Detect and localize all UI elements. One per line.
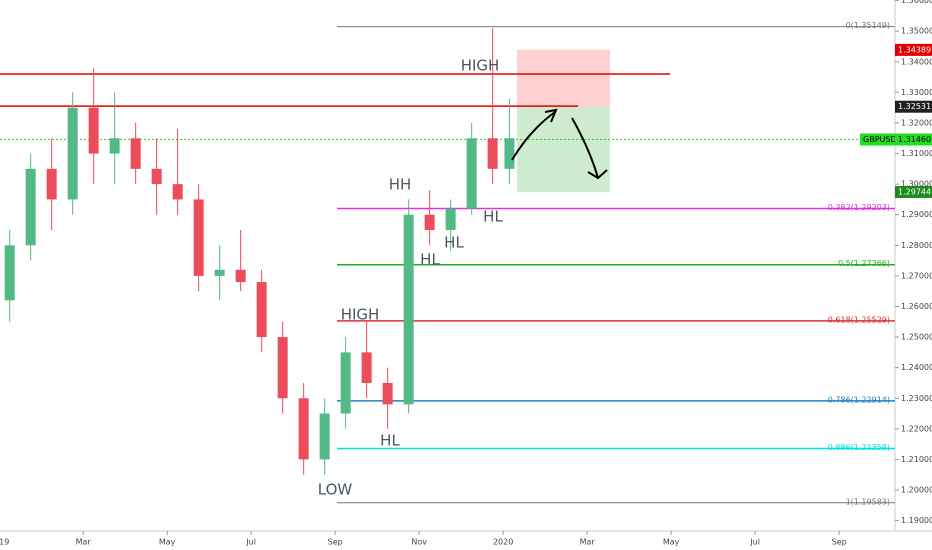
y-tick-label: 1.29000 [901,210,932,219]
x-tick-label: Mar [580,538,596,547]
candle-body [361,352,372,383]
candle-body [382,382,393,405]
x-tick-label: Jul [245,538,256,547]
annotation: LOW [318,481,353,499]
last-price-label: 1.31460 [898,135,931,144]
candle-body [151,168,162,185]
symbol-badge [860,133,895,146]
candle-body [466,138,477,209]
annotation: HIGH [461,57,500,75]
candle-body [340,352,351,414]
x-tick-label: 2020 [493,538,513,547]
candle-body [130,138,141,169]
candle-body [403,214,414,405]
y-tick-label: 1.26000 [901,302,932,311]
fib-label: 1(1.19583) [846,497,890,506]
y-tick-label: 1.31000 [901,149,932,158]
y-tick-label: 1.28000 [901,241,932,250]
price-badge-label: 1.32531 [898,102,931,111]
price-badge [895,185,932,198]
candle-body [67,107,78,200]
price-badge [895,43,932,56]
price-badge [895,100,932,113]
annotation: HIGH [341,306,380,324]
candle-body [277,337,288,399]
candle-body [109,138,120,154]
annotation: HL [380,432,400,450]
y-tick-label: 1.30000 [901,180,932,189]
y-tick-label: 1.32000 [901,118,932,127]
arrow-up [511,108,558,161]
x-tick-label: 2019 [0,538,9,547]
fib-label: 0.886(1.21358) [828,443,890,452]
last-price-badge [895,133,932,146]
candle-body [4,245,15,301]
candle-body [256,282,267,338]
y-tick-label: 1.20000 [901,486,932,495]
candle-body [487,138,498,169]
annotation: HL [444,234,464,252]
candle-body [235,269,246,283]
y-tick-label: 1.22000 [901,424,932,433]
y-tick-label: 1.35000 [901,27,932,36]
x-tick-label: Nov [411,538,427,547]
candle-body [46,168,57,200]
symbol-label: GBPUSD [863,135,897,144]
fib-label: 0.786(1.22914) [828,395,890,404]
arrow-down [571,117,608,180]
x-tick-label: Sep [832,538,847,547]
candle-body [193,199,204,276]
y-tick-label: 1.25000 [901,333,932,342]
candle-body [214,269,225,276]
x-tick-label: May [663,538,680,547]
fib-label: 0.382(1.29203) [828,203,890,212]
x-tick-label: Sep [328,538,343,547]
annotation: HL [483,208,503,226]
y-tick-label: 1.24000 [901,363,932,372]
candle-body [424,214,435,231]
y-tick-label: 1.34000 [901,57,932,66]
x-tick-label: May [159,538,176,547]
fib-label: 0.5(1.27366) [838,259,890,268]
y-tick-label: 1.21000 [901,455,932,464]
x-tick-label: Jul [749,538,760,547]
candle-body [25,168,36,246]
price-badge-label: 1.34389 [898,45,931,54]
fib-label: 0.618(1.25529) [828,315,890,324]
candle-body [88,107,99,154]
fib-label: 0(1.35149) [846,21,890,30]
target-zone [517,106,610,192]
candle-body [298,398,309,460]
candle-body [319,413,330,460]
annotation: HL [420,251,440,269]
annotation: HH [389,176,412,194]
stop-zone [517,49,610,107]
candle-body [504,138,515,169]
price-badge-label: 1.29744 [898,187,931,196]
y-tick-label: 1.19000 [901,516,932,525]
x-tick-label: Mar [76,538,92,547]
y-tick-label: 1.23000 [901,394,932,403]
candle-body [445,208,456,231]
y-tick-label: 1.33000 [901,88,932,97]
candle-body [172,184,183,200]
y-tick-label: 1.27000 [901,271,932,280]
y-tick-label: 1.36000 [901,0,932,5]
